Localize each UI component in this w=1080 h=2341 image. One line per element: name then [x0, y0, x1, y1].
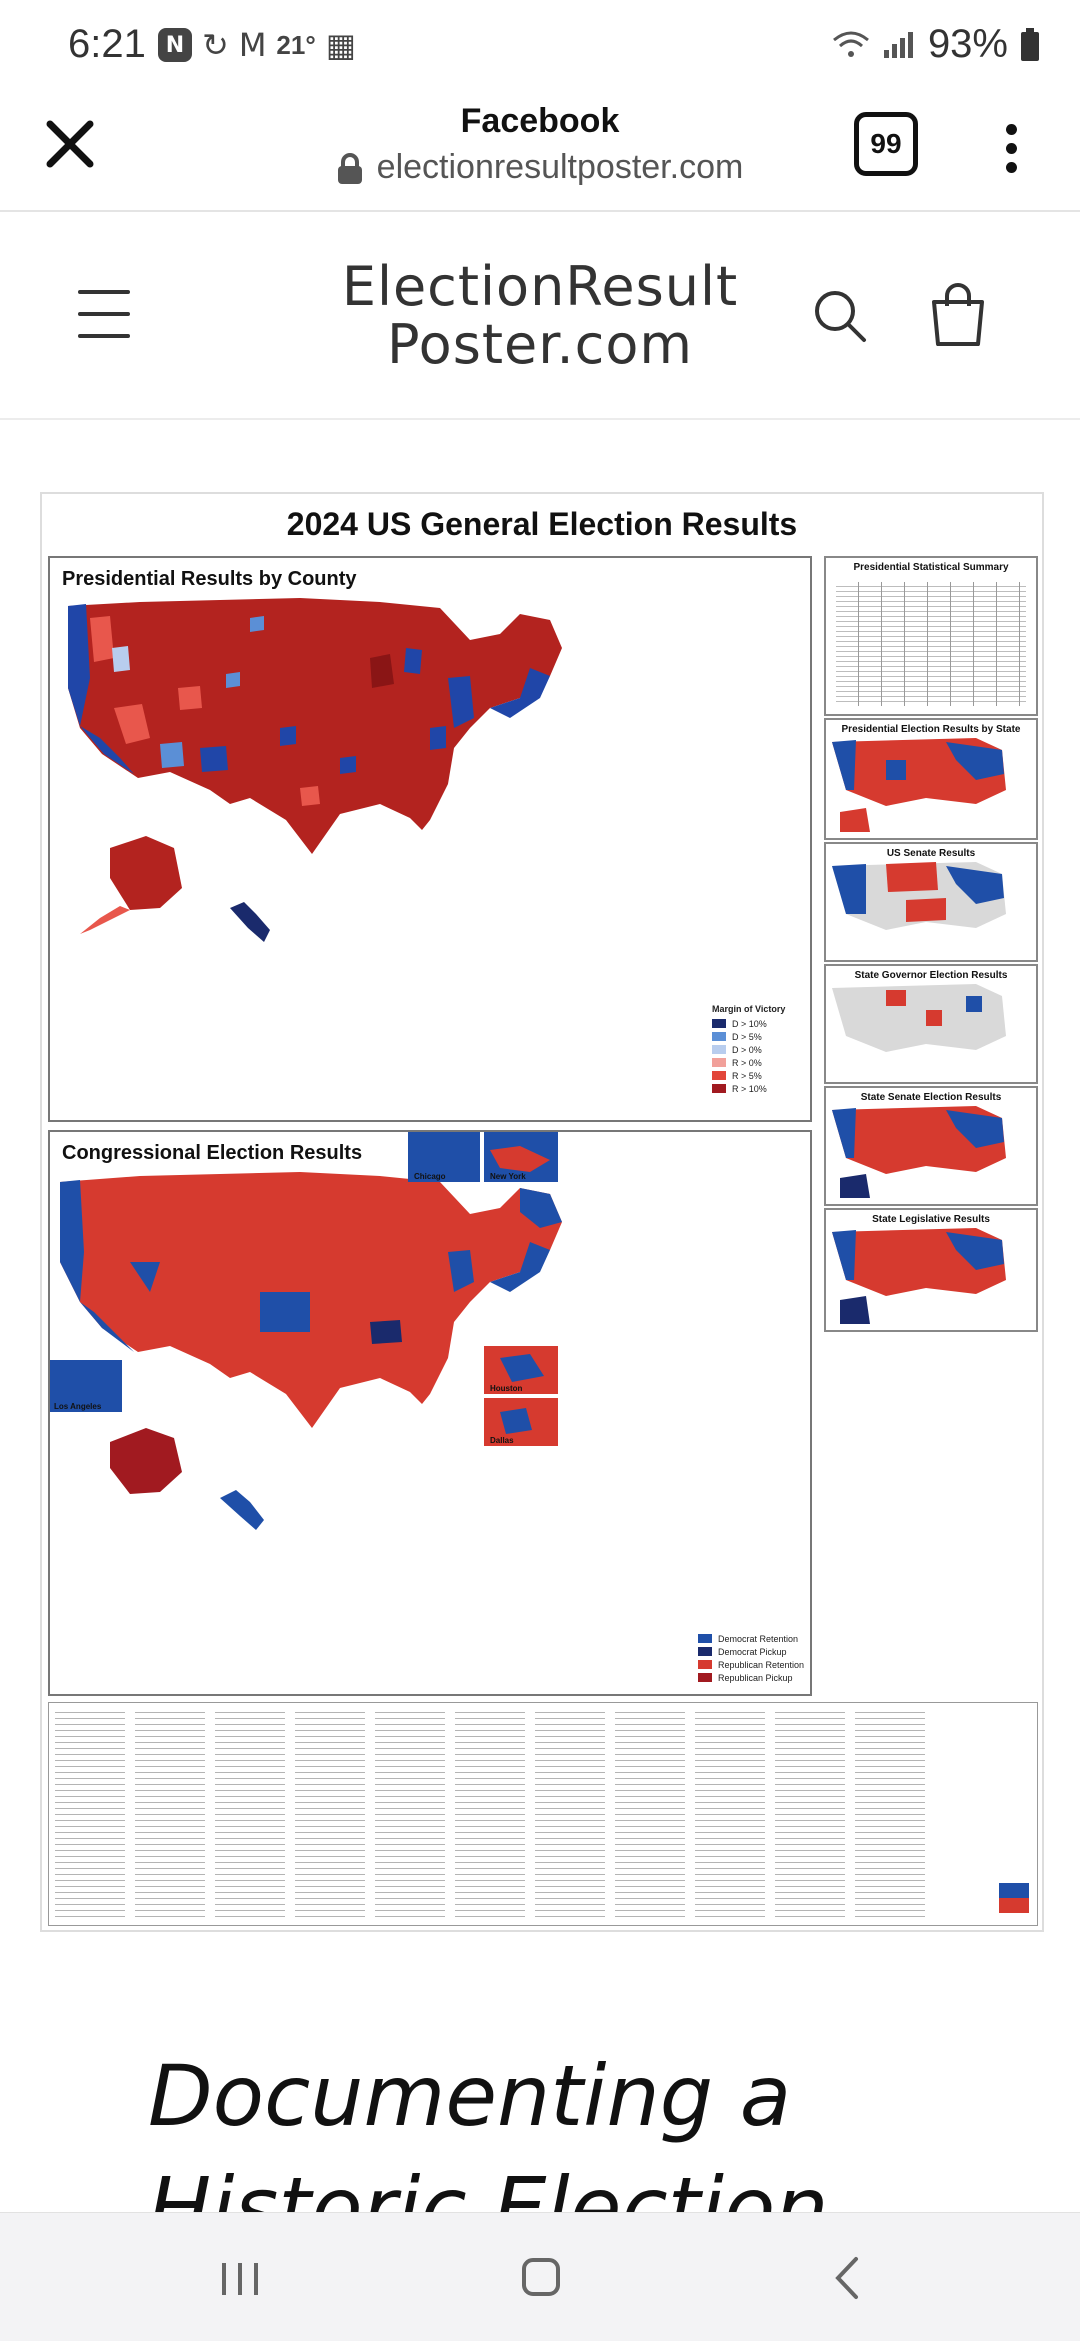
sync-icon: ↻	[202, 26, 229, 64]
poster-fine-print	[48, 1702, 1038, 1926]
legend-label: Republican Retention	[718, 1659, 805, 1670]
back-icon[interactable]	[808, 2243, 888, 2313]
legend-label: D > 0%	[732, 1044, 762, 1055]
app-notification-icon: N	[158, 28, 192, 62]
side-panel-title: US Senate Results	[886, 848, 976, 859]
home-icon[interactable]	[500, 2243, 580, 2313]
los-angeles-label: Los Angeles	[54, 1402, 102, 1411]
gmail-icon: M	[238, 26, 267, 64]
cart-icon[interactable]	[928, 282, 988, 348]
temperature: 21°	[276, 29, 316, 60]
legend-label: R > 0%	[732, 1057, 762, 1068]
congressional-district-map	[50, 1132, 562, 1530]
search-icon[interactable]	[810, 286, 870, 346]
status-bar: 6:21 N ↻ M 21° ▦ 93%	[0, 0, 1080, 90]
side-panel-title: Presidential Election Results by State	[841, 724, 1021, 735]
election-poster-image[interactable]: 2024 US General Election Results Preside…	[40, 492, 1044, 1932]
presidential-map-panel: Presidential Results by County	[48, 556, 812, 1122]
congressional-legend: Democrat Retention Democrat Pickup Repub…	[698, 1632, 804, 1684]
mini-map	[832, 862, 1006, 930]
presidential-county-map	[68, 598, 562, 942]
close-icon[interactable]	[38, 112, 102, 176]
recent-apps-icon[interactable]	[200, 2243, 280, 2313]
mini-map	[832, 984, 1006, 1052]
url-display[interactable]: electionresultposter.com	[0, 148, 1080, 187]
senate-results-panel: US Senate Results	[824, 842, 1038, 962]
wifi-icon	[832, 31, 869, 57]
url-text: electionresultposter.com	[376, 148, 744, 186]
browser-title: Facebook	[460, 102, 620, 140]
houston-label: Houston	[490, 1384, 523, 1393]
legend-label: R > 10%	[732, 1083, 767, 1094]
publisher-logo	[999, 1883, 1029, 1913]
system-nav-bar	[0, 2212, 1080, 2341]
status-time: 6:21	[68, 22, 146, 66]
site-header: ElectionResultPoster.com	[0, 212, 1080, 420]
legend-label: D > 5%	[732, 1031, 762, 1042]
more-options-icon[interactable]	[996, 118, 1026, 178]
new-york-label: New York	[490, 1172, 526, 1181]
state-results-panel: Presidential Election Results by State	[824, 718, 1038, 840]
menu-icon[interactable]	[78, 290, 130, 338]
side-panel-title: State Senate Election Results	[860, 1092, 1002, 1103]
battery-level: 93%	[927, 22, 1008, 66]
dallas-label: Dallas	[490, 1436, 514, 1445]
battery-icon	[1021, 27, 1039, 61]
congressional-map-panel: Congressional Election Results Chicago N…	[48, 1130, 812, 1696]
mini-map	[832, 1106, 1006, 1198]
side-panel-title: State Legislative Results	[872, 1214, 990, 1225]
margin-legend: Margin of Victory D > 10% D > 5% D > 0% …	[712, 1004, 785, 1095]
site-title[interactable]: ElectionResultPoster.com	[341, 255, 739, 376]
signal-icon	[883, 31, 913, 58]
calendar-icon: ▦	[325, 26, 356, 64]
legend-label: Democrat Retention	[718, 1633, 799, 1644]
margin-legend-title: Margin of Victory	[712, 1004, 786, 1014]
legend-label: D > 10%	[732, 1018, 767, 1029]
legend-label: R > 5%	[732, 1070, 762, 1081]
side-panel-title: State Governor Election Results	[854, 970, 1008, 981]
tab-count-button[interactable]: 99	[854, 112, 918, 176]
legend-label: Democrat Pickup	[718, 1646, 787, 1657]
presidential-panel-label: Presidential Results by County	[62, 568, 357, 590]
mini-map	[832, 738, 1006, 832]
congressional-panel-label: Congressional Election Results	[62, 1142, 363, 1164]
chicago-label: Chicago	[414, 1172, 446, 1181]
browser-toolbar: Facebook electionresultposter.com 99	[0, 90, 1080, 212]
state-senate-panel: State Senate Election Results	[824, 1086, 1038, 1206]
state-legislative-panel: State Legislative Results	[824, 1208, 1038, 1332]
legend-label: Republican Pickup	[718, 1672, 793, 1683]
poster-title: 2024 US General Election Results	[286, 506, 798, 542]
mini-map	[832, 1228, 1006, 1324]
side-panel-title: Presidential Statistical Summary	[853, 562, 1009, 573]
notification-icons: N ↻ M 21° ▦	[158, 28, 356, 62]
statistical-summary-panel: Presidential Statistical Summary	[824, 556, 1038, 716]
lock-icon	[337, 153, 362, 185]
governor-results-panel: State Governor Election Results	[824, 964, 1038, 1084]
